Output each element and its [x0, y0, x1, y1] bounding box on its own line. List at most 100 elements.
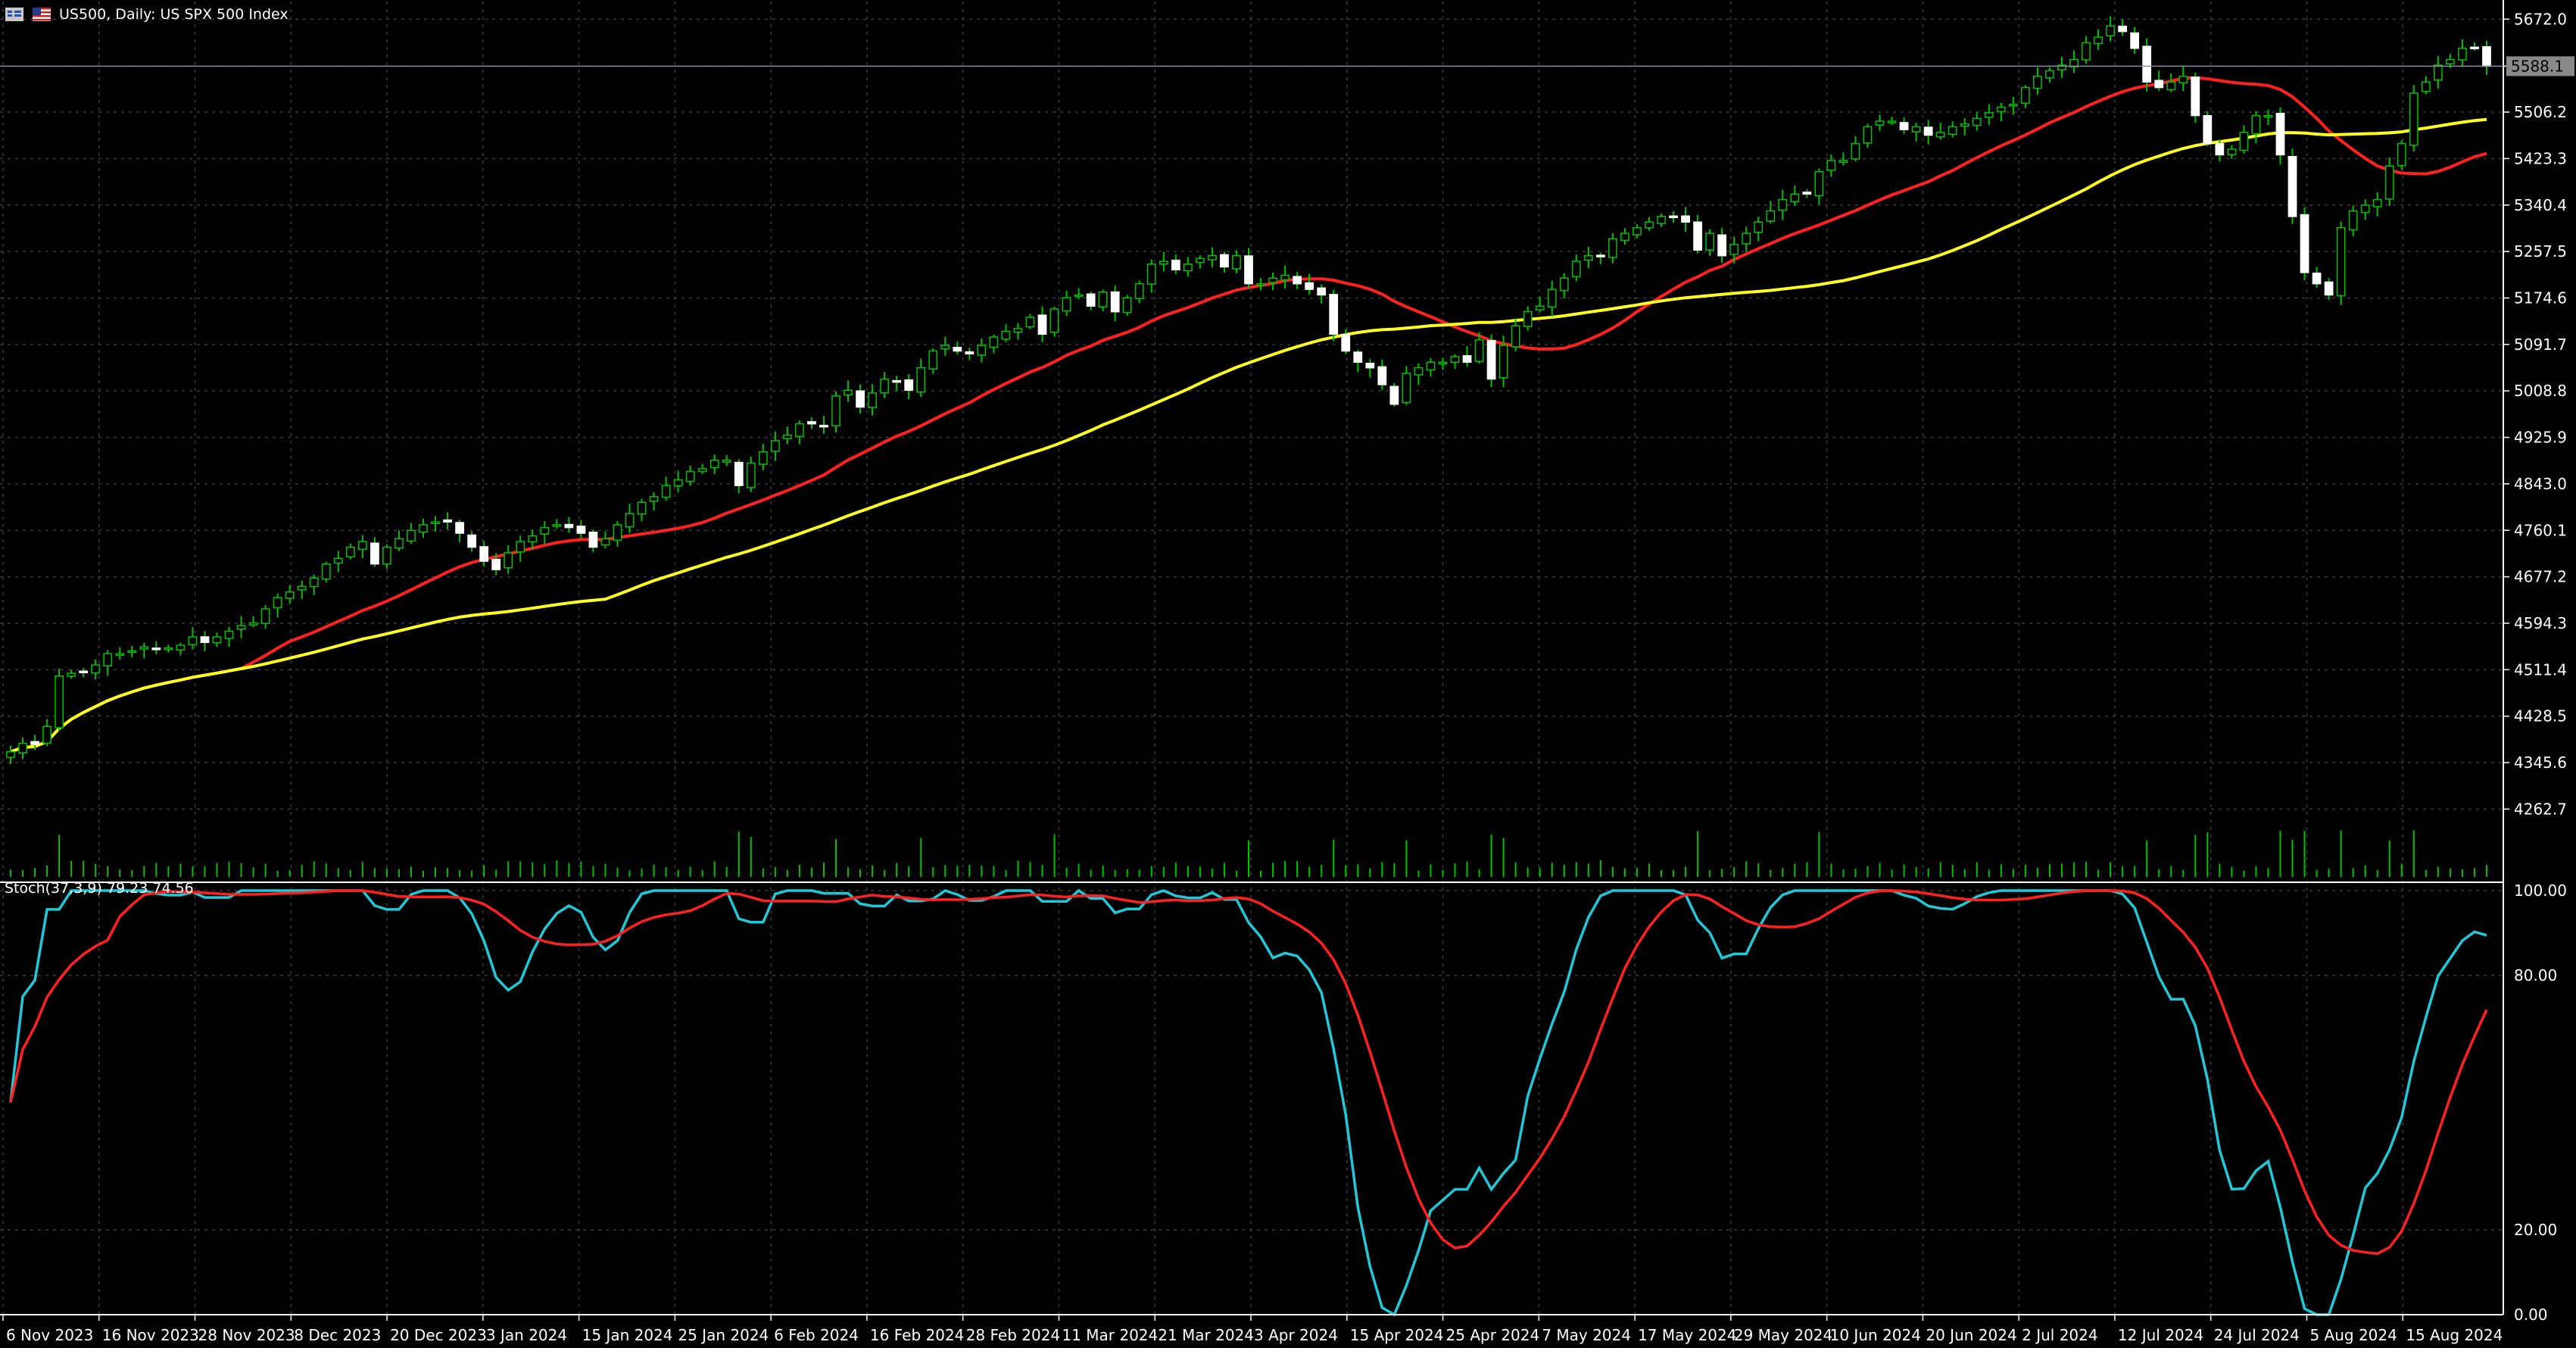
chart-header: US500, Daily: US SPX 500 Index: [5, 3, 288, 26]
candle-body: [661, 485, 671, 498]
candle-body: [904, 379, 914, 392]
candle-body: [2118, 25, 2127, 33]
price-tick-label: 5672.0: [2514, 10, 2567, 28]
candle-body: [1474, 339, 1484, 363]
candle-body: [1608, 238, 1617, 258]
candle-body: [2069, 58, 2079, 67]
candle-body: [91, 664, 101, 674]
time-tick-label: 16 Feb 2024: [870, 1326, 964, 1344]
candle-body: [1547, 289, 1557, 308]
candle-body: [989, 336, 999, 348]
candle-body: [1305, 282, 1315, 290]
time-tick-label: 8 Dec 2023: [294, 1326, 381, 1344]
candle-body: [1499, 345, 1508, 379]
time-tick-label: 24 Jul 2024: [2214, 1326, 2300, 1344]
candle-body: [649, 496, 659, 502]
time-tick-label: 28 Feb 2024: [966, 1326, 1060, 1344]
candle-body: [2154, 80, 2164, 89]
candle-body: [151, 647, 161, 651]
candle-body: [1377, 366, 1387, 385]
flag-icon[interactable]: [32, 6, 51, 23]
time-tick-label: 29 May 2024: [1734, 1326, 1832, 1344]
candle-body: [1341, 333, 1351, 352]
time-tick-label: 17 May 2024: [1638, 1326, 1736, 1344]
candle-body: [370, 542, 379, 565]
candle-body: [419, 524, 428, 533]
time-tick-label: 15 Apr 2024: [1350, 1326, 1444, 1344]
candle-body: [795, 423, 804, 437]
price-tick-label: 5423.3: [2514, 149, 2567, 167]
candle-body: [2057, 64, 2066, 70]
candle-body: [1887, 120, 1897, 123]
chart-menu-icon[interactable]: [5, 6, 24, 23]
candle-body: [1948, 126, 1957, 136]
candle-body: [1280, 274, 1290, 281]
candle-body: [273, 597, 282, 609]
candle-body: [2470, 46, 2479, 50]
candle-body: [1134, 282, 1144, 299]
candle-body: [1875, 120, 1885, 126]
candle-body: [224, 630, 234, 639]
candle-body: [1402, 373, 1411, 404]
candlestick-series[interactable]: [6, 16, 2491, 764]
candle-body: [1571, 261, 1581, 278]
candle-body: [1778, 198, 1788, 211]
candle-body: [1960, 123, 1969, 127]
candle-body: [1086, 293, 1096, 307]
candle-body: [1365, 363, 1375, 369]
candle-body: [588, 531, 598, 548]
price-tick-label: 5091.7: [2514, 335, 2567, 354]
candle-body: [783, 434, 792, 440]
candle-body: [1802, 192, 1812, 195]
time-tick-label: 15 Jan 2024: [582, 1326, 673, 1344]
candle-body: [382, 546, 391, 565]
candle-body: [431, 521, 440, 525]
time-tick-label: 16 Nov 2023: [102, 1326, 199, 1344]
time-tick-label: 21 Mar 2024: [1158, 1326, 1254, 1344]
candle-body: [2094, 36, 2103, 45]
candle-body: [540, 526, 550, 535]
candle-body: [1329, 294, 1339, 335]
candle-body: [1098, 292, 1108, 308]
candle-body: [1645, 221, 1654, 229]
candle-body: [115, 653, 125, 656]
candle-body: [443, 519, 452, 523]
candle-body: [1244, 255, 1253, 285]
candle-body: [916, 367, 926, 393]
stoch-level-label: 100.00: [2514, 882, 2567, 900]
price-tick-label: 4677.2: [2514, 568, 2567, 586]
candle-body: [746, 462, 756, 488]
candle-body: [333, 557, 343, 564]
candle-body: [1025, 317, 1035, 328]
candle-body: [407, 529, 416, 542]
stoch-level-label: 80.00: [2514, 966, 2557, 984]
candle-body: [613, 524, 622, 541]
candle-body: [1826, 160, 1836, 171]
candle-body: [467, 534, 477, 548]
candle-body: [1317, 287, 1327, 296]
candle-body: [1414, 367, 1424, 376]
stoch-signal-line: [9, 889, 2488, 1256]
candle-body: [1389, 385, 1399, 405]
candle-body: [1062, 297, 1071, 312]
price-tick-label: 4262.7: [2514, 800, 2567, 818]
candle-body: [637, 501, 647, 515]
candle-body: [2227, 148, 2237, 155]
candle-body: [30, 741, 39, 745]
candle-body: [1620, 232, 1629, 242]
time-tick-label: 3 Jan 2024: [486, 1326, 567, 1344]
candle-body: [1232, 254, 1241, 270]
candle-body: [1511, 325, 1520, 348]
candle-body: [1171, 259, 1180, 270]
candle-body: [42, 725, 51, 744]
candle-body: [880, 378, 890, 394]
candle-body: [1899, 122, 1909, 130]
candle-body: [1851, 142, 1860, 160]
candle-body: [1923, 126, 1933, 136]
candle-body: [1256, 282, 1265, 286]
candle-body: [2142, 45, 2152, 83]
stoch-level-label: 0.00: [2514, 1306, 2548, 1324]
candle-body: [1535, 305, 1545, 310]
